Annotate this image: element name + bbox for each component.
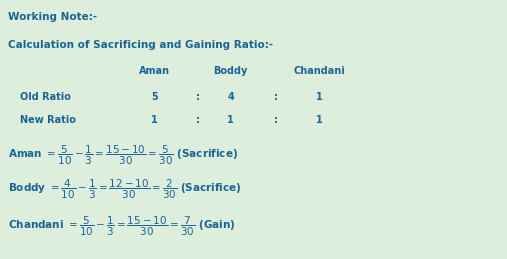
- Text: 5: 5: [151, 92, 158, 102]
- Text: Chandani: Chandani: [294, 66, 345, 76]
- Text: :: :: [274, 92, 278, 102]
- Text: 1: 1: [316, 115, 323, 125]
- Text: Working Note:-: Working Note:-: [8, 12, 97, 22]
- Text: :: :: [196, 92, 200, 102]
- Text: :: :: [196, 115, 200, 125]
- Text: Aman $=\dfrac{5}{10}-\dfrac{1}{3}=\dfrac{15-10}{30}=\dfrac{5}{30}$ (Sacrifice): Aman $=\dfrac{5}{10}-\dfrac{1}{3}=\dfrac…: [8, 144, 237, 167]
- Text: Chandani $=\dfrac{5}{10}-\dfrac{1}{3}=\dfrac{15-10}{30}=\dfrac{7}{30}$ (Gain): Chandani $=\dfrac{5}{10}-\dfrac{1}{3}=\d…: [8, 215, 235, 238]
- Text: Old Ratio: Old Ratio: [20, 92, 71, 102]
- Text: 1: 1: [227, 115, 234, 125]
- Text: Calculation of Sacrificing and Gaining Ratio:-: Calculation of Sacrificing and Gaining R…: [8, 40, 273, 50]
- Text: Boddy $=\dfrac{4}{10}-\dfrac{1}{3}=\dfrac{12-10}{30}=\dfrac{2}{30}$ (Sacrifice): Boddy $=\dfrac{4}{10}-\dfrac{1}{3}=\dfra…: [8, 177, 241, 201]
- Text: New Ratio: New Ratio: [20, 115, 76, 125]
- Text: Aman: Aman: [139, 66, 170, 76]
- Text: 1: 1: [151, 115, 158, 125]
- Text: :: :: [274, 115, 278, 125]
- Text: 1: 1: [316, 92, 323, 102]
- Text: 4: 4: [227, 92, 234, 102]
- Text: Boddy: Boddy: [213, 66, 248, 76]
